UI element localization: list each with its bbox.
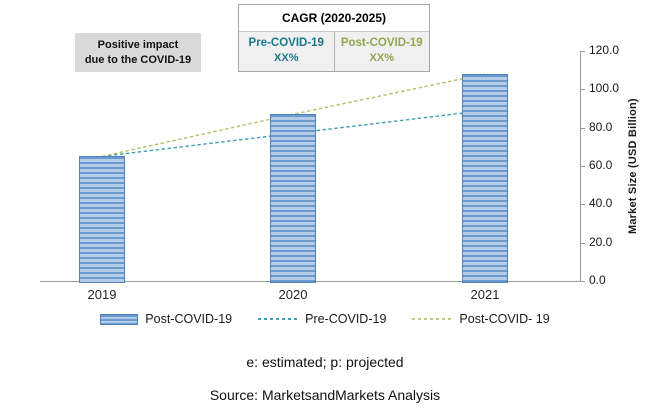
y-axis-tick-label: 60.0: [589, 158, 613, 172]
y-axis-tick: [580, 89, 585, 91]
y-axis-tick-label: 0.0: [589, 273, 606, 287]
legend: Post-COVID-19 Pre-COVID-19 Post-COVID- 1…: [0, 312, 650, 326]
cagr-post-covid-cell: Post-COVID-19 XX%: [333, 32, 430, 71]
cagr-columns: Pre-COVID-19 XX% Post-COVID-19 XX%: [239, 32, 429, 71]
bar-2021: [462, 74, 508, 283]
x-axis-label-2019: 2019: [87, 287, 117, 302]
bar-swatch-icon: [100, 313, 139, 325]
bar-2020: [270, 114, 316, 283]
y-axis-tick-label: 40.0: [589, 196, 613, 211]
legend-item-post-covid-line: Post-COVID- 19: [412, 312, 550, 326]
legend-item-post-covid-bar: Post-COVID-19: [100, 312, 232, 326]
x-axis-label-2020: 2020: [278, 287, 308, 302]
bar-2019: [79, 156, 125, 283]
cagr-pre-covid-label: Pre-COVID-19: [248, 37, 324, 49]
x-axis-label-2021: 2021: [470, 287, 500, 302]
y-axis-tick-label: 120.0: [589, 43, 620, 57]
cagr-box: CAGR (2020-2025) Pre-COVID-19 XX% Post-C…: [238, 4, 430, 72]
y-axis-title: Market Size (USD Billion): [627, 98, 639, 235]
y-axis-tick: [580, 281, 585, 282]
y-axis-tick: [580, 51, 585, 52]
y-axis-tick-label: 80.0: [589, 119, 613, 134]
legend-item-pre-covid-line: Pre-COVID-19: [258, 312, 386, 326]
footnote-estimated-projected: e: estimated; p: projected: [246, 354, 404, 370]
y-axis-tick-label: 20.0: [589, 234, 613, 249]
annotation-line2: due to the COVID-19: [84, 53, 192, 66]
cagr-post-covid-label: Post-COVID-19: [340, 37, 423, 49]
positive-impact-annotation: Positive impact due to the COVID-19: [75, 33, 201, 72]
legend-label: Pre-COVID-19: [305, 312, 387, 326]
annotation-line1: Positive impact: [97, 38, 179, 51]
source-line: Source: MarketsandMarkets Analysis: [209, 387, 441, 403]
y-axis-tick: [580, 166, 585, 167]
y-axis-tick-label: 100.0: [589, 81, 620, 96]
teal-dash-swatch-icon: [258, 318, 299, 320]
y-axis-tick: [580, 242, 585, 244]
legend-label: Post-COVID- 19: [459, 312, 550, 326]
cagr-title: CAGR (2020-2025): [239, 5, 429, 32]
legend-label: Post-COVID-19: [145, 312, 233, 326]
cagr-pre-covid-value: XX%: [274, 52, 299, 64]
cagr-post-covid-value: XX%: [369, 52, 394, 64]
olive-dash-swatch-icon: [412, 318, 453, 320]
y-axis-tick: [580, 204, 585, 206]
cagr-pre-covid-cell: Pre-COVID-19 XX%: [239, 32, 334, 71]
y-axis-tick: [580, 127, 585, 129]
